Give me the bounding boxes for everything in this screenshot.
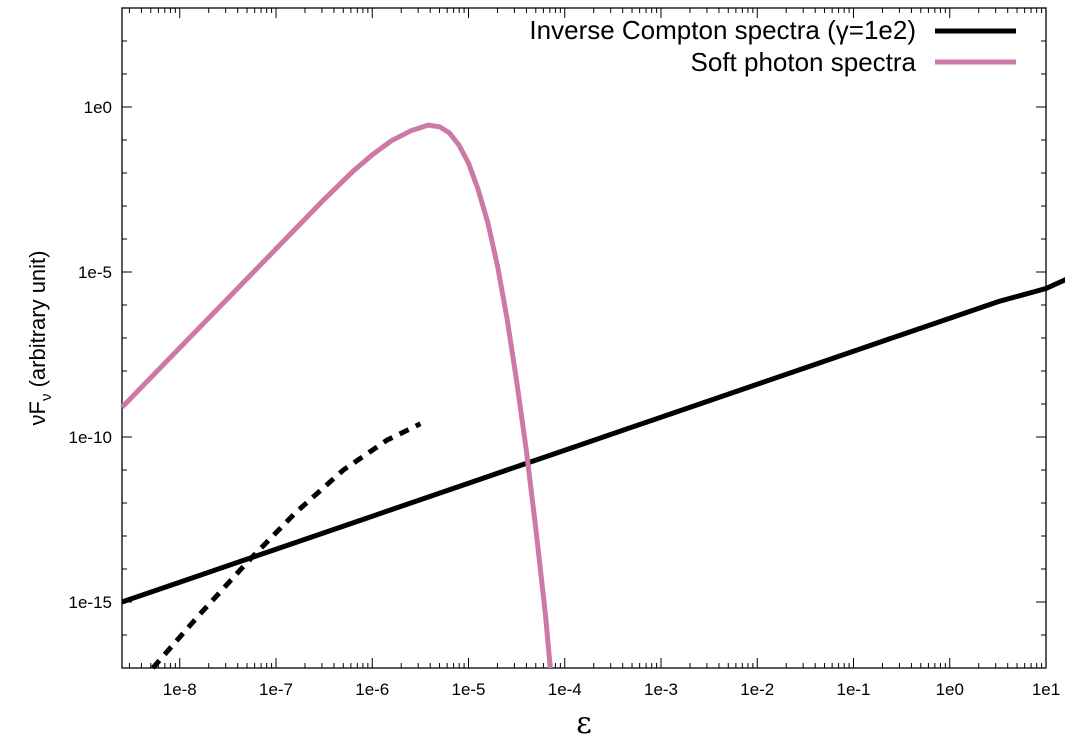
x-tick-label: 1e-2 <box>740 680 774 699</box>
series-dashed-asymptote <box>150 421 422 670</box>
x-tick-label: 1e-3 <box>644 680 678 699</box>
series-layer <box>120 122 1065 670</box>
y-tick-label: 1e-10 <box>69 428 112 447</box>
y-tick-label: 1e-5 <box>78 263 112 282</box>
x-tick-label: 1e-5 <box>451 680 485 699</box>
x-tick-label: 1e0 <box>936 680 964 699</box>
x-tick-label: 1e-1 <box>836 680 870 699</box>
x-tick-label: 1e-4 <box>548 680 582 699</box>
y-tick-label: 1e-15 <box>69 593 112 612</box>
x-axis-label: ε <box>576 706 592 738</box>
x-tick-label: 1e-6 <box>355 680 389 699</box>
x-axis-ticks: 1e-8 1e-7 1e-6 1e-5 1e-4 1e-3 1e-2 1e-1 1e0 1e1 <box>128 8 1060 699</box>
series-inverse-compton <box>121 277 1065 605</box>
y-axis-label-main: νF <box>25 401 50 425</box>
x-tick-label: 1e-7 <box>259 680 293 699</box>
plot-frame <box>121 7 1047 669</box>
y-axis-label: νFν (arbitrary unit) <box>25 251 55 426</box>
legend-label-inverse-compton: Inverse Compton spectra (γ=1e2) <box>529 15 916 45</box>
y-axis-label-sub: ν <box>38 394 55 402</box>
y-tick-label: 1e0 <box>84 98 112 117</box>
y-axis-label-rest: (arbitrary unit) <box>25 251 50 394</box>
legend-label-soft-photon: Soft photon spectra <box>691 47 917 77</box>
x-tick-label: 1e-8 <box>163 680 197 699</box>
series-soft-photon <box>120 122 553 669</box>
legend: Inverse Compton spectra (γ=1e2) Soft pho… <box>529 15 1016 77</box>
x-tick-label: 1e1 <box>1032 680 1060 699</box>
